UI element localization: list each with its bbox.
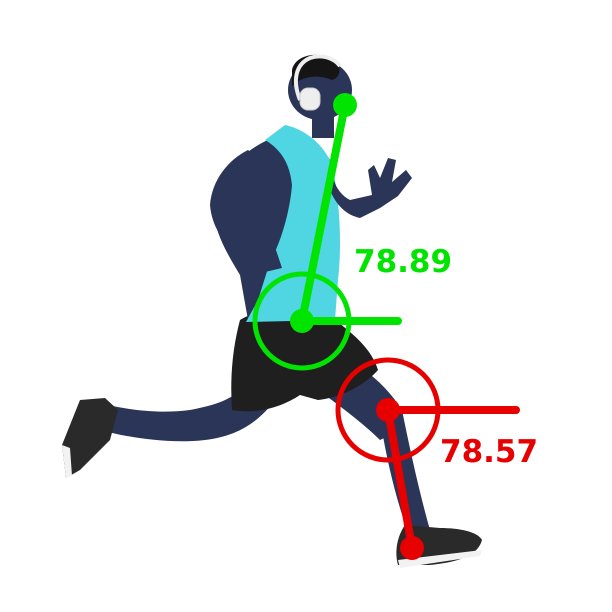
trunk-angle-overlay: 78.89 [252,93,452,371]
shin-line [384,406,416,552]
trunk-angle-arc [252,271,352,371]
shoulder-keypoint [333,93,357,117]
shin-angle-label: 78.57 [440,434,538,470]
back-arm [210,150,282,272]
back-leg [100,380,275,442]
trunk-angle-label: 78.89 [354,244,452,280]
knee-keypoint [376,398,400,422]
shin-angle-arc [335,357,441,463]
front-arm [330,158,412,218]
back-shoe [62,398,118,478]
trunk-line [298,101,349,325]
hip-keypoint [290,309,314,333]
tank-top [246,125,340,322]
shorts [231,308,378,412]
ankle-keypoint [400,536,424,560]
headphones [293,54,342,111]
shin-angle-overlay: 78.57 [335,357,538,560]
runner-figure [62,54,482,568]
